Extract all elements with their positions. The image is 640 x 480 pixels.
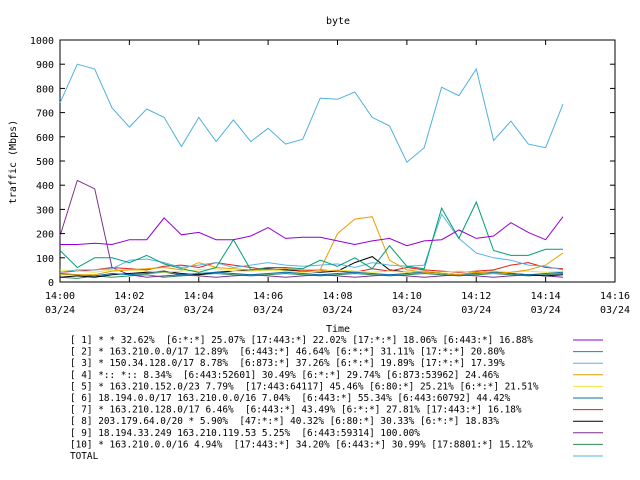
x-tick-label-time: 14:16 — [600, 291, 630, 302]
legend-entry-label: [ 5] * 163.210.152.0/23 7.79% [17:443:64… — [70, 381, 539, 392]
x-tick-label-date: 03/24 — [45, 305, 75, 316]
x-tick-label-time: 14:08 — [322, 291, 352, 302]
y-tick-label: 100 — [36, 254, 54, 265]
legend-entry-label: [ 7] * 163.210.128.0/17 6.46% [6:443:*] … — [70, 405, 522, 416]
y-axis-label: traffic (Mbps) — [8, 120, 19, 204]
y-tick-label: 200 — [36, 230, 54, 241]
chart-title: byte — [326, 16, 350, 27]
series-line — [59, 213, 564, 273]
x-tick-label-date: 03/24 — [531, 305, 561, 316]
legend-entry-label: TOTAL — [70, 451, 99, 462]
x-tick-label-date: 03/24 — [392, 305, 422, 316]
y-tick-label: 1000 — [30, 36, 54, 47]
y-tick-label: 600 — [36, 133, 54, 144]
legend-entry-label: [10] * 163.210.0.0/16 4.94% [17:443:*] 3… — [70, 439, 533, 450]
x-tick-label-time: 14:14 — [531, 291, 561, 302]
y-tick-label: 900 — [36, 60, 54, 71]
legend: [ 1] * * 32.62% [6:*:*] 25.07% [17:443:*… — [70, 335, 603, 462]
series-line — [59, 271, 564, 277]
series-line — [59, 63, 564, 163]
y-tick-label: 400 — [36, 181, 54, 192]
x-tick-label-date: 03/24 — [253, 305, 283, 316]
axes: 0 100 200 300 400 500 600 700 800 900 1000 14:00 03/… — [30, 36, 630, 316]
x-tick-label-date: 03/24 — [184, 305, 214, 316]
x-tick-label-time: 14:00 — [45, 291, 75, 302]
series-line — [60, 216, 564, 276]
y-tick-label: 800 — [36, 84, 54, 95]
series-line — [60, 216, 564, 247]
y-tick-label: 0 — [48, 278, 54, 289]
legend-entry-label: [ 4] *:: *:: 8.34% [6:443:52601] 30.49% … — [70, 370, 499, 381]
x-tick-label-time: 14:10 — [392, 291, 422, 302]
x-tick-label-time: 14:12 — [461, 291, 491, 302]
y-tick-label: 700 — [36, 109, 54, 120]
x-axis-label: Time — [326, 324, 350, 335]
series-line — [59, 179, 564, 278]
x-tick-label-date: 03/24 — [600, 305, 630, 316]
plot-frame — [59, 39, 616, 283]
y-tick-label: 300 — [36, 205, 54, 216]
series-line — [59, 200, 563, 273]
x-tick-label-date: 03/24 — [322, 305, 352, 316]
series-lines — [59, 63, 564, 279]
x-tick-label-date: 03/24 — [114, 305, 144, 316]
series-line — [59, 262, 564, 273]
x-tick-label-time: 14:02 — [114, 291, 144, 302]
x-tick-label-time: 14:06 — [253, 291, 283, 302]
legend-entry-label: [ 6] 18.194.0.0/17 163.210.0.0/16 7.04% … — [70, 393, 511, 404]
legend-entry-label: [ 8] 203.179.64.0/20 * 5.90% [47:*:*] 40… — [70, 416, 499, 427]
y-tick-label: 500 — [36, 157, 54, 168]
x-tick-label-time: 14:04 — [184, 291, 214, 302]
legend-entry-label: [ 9] 18.194.33.249 163.210.119.53 5.25% … — [70, 428, 420, 439]
x-tick-label-date: 03/24 — [461, 305, 491, 316]
legend-entry-label: [ 2] * 163.210.0.0/17 12.89% [6:443:*] 4… — [70, 347, 505, 358]
plot-border — [59, 39, 616, 283]
legend-entry-label: [ 1] * * 32.62% [6:*:*] 25.07% [17:443:*… — [70, 335, 533, 346]
legend-entry-label: [ 3] * 150.34.128.0/17 8.78% [6:873:*] 3… — [70, 358, 505, 369]
